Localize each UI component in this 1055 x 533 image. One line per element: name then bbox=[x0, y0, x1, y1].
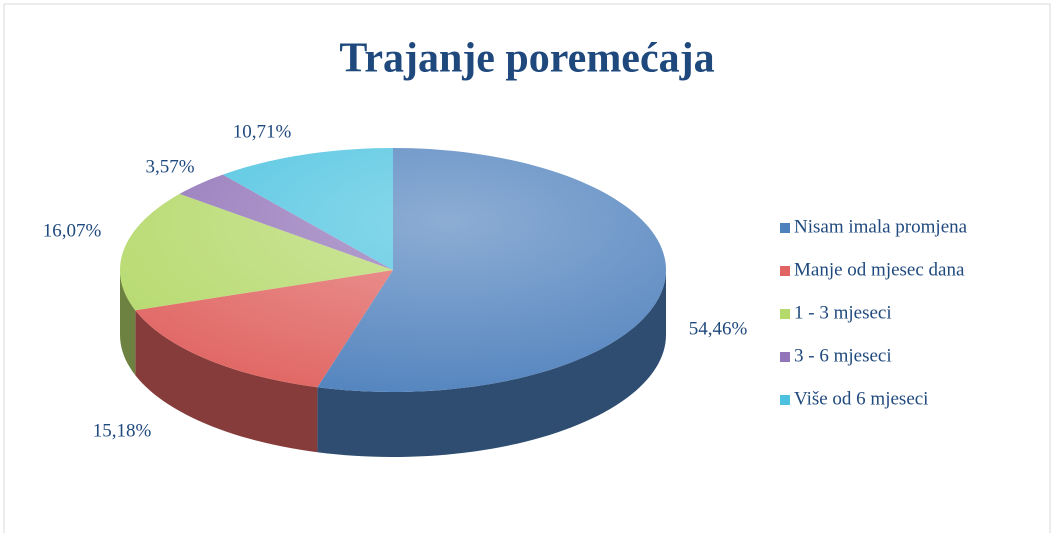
legend-swatch bbox=[780, 223, 790, 233]
frame bbox=[3, 3, 1051, 533]
legend-swatch bbox=[780, 266, 790, 276]
data-label: 16,07% bbox=[43, 220, 102, 241]
data-label: 15,18% bbox=[93, 420, 152, 441]
legend-label: Manje od mjesec dana bbox=[794, 259, 965, 280]
legend-swatch bbox=[780, 352, 790, 362]
pie-slice-side bbox=[317, 270, 666, 457]
legend-label: 3 - 6 mjeseci bbox=[794, 345, 892, 366]
data-label: 54,46% bbox=[689, 318, 748, 339]
chart-title: Trajanje poremećaja bbox=[339, 36, 714, 82]
legend-label: 1 - 3 mjeseci bbox=[794, 302, 892, 323]
legend-swatch bbox=[780, 309, 790, 319]
legend-swatch bbox=[780, 395, 790, 405]
data-label: 10,71% bbox=[233, 121, 292, 142]
data-label: 3,57% bbox=[145, 156, 194, 177]
legend-label: Nisam imala promjena bbox=[794, 216, 968, 237]
legend-label: Više od 6 mjeseci bbox=[794, 388, 928, 409]
